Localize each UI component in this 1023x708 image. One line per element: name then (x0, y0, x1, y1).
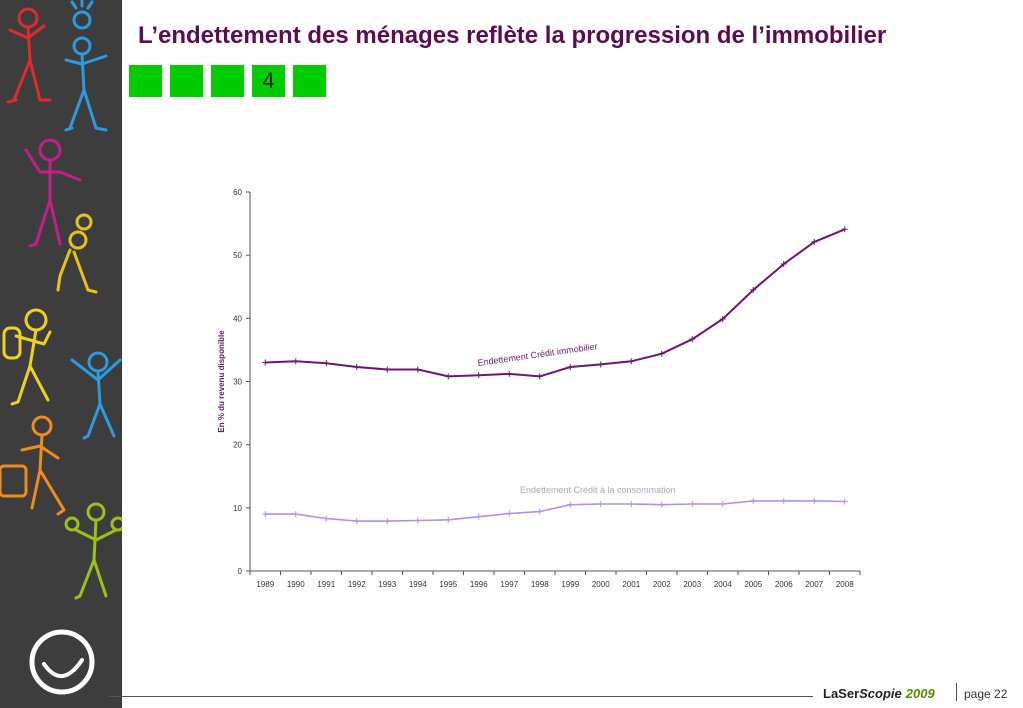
data-point (811, 238, 818, 245)
nav-box-2[interactable] (170, 65, 203, 97)
y-tick-label: 0 (238, 567, 243, 576)
data-point (475, 513, 482, 520)
data-point (597, 501, 604, 508)
data-point (628, 358, 635, 365)
x-tick-label: 1996 (470, 580, 488, 589)
footer-separator (956, 683, 957, 701)
data-point (719, 501, 726, 508)
x-tick-label: 2008 (836, 580, 854, 589)
data-point (262, 511, 269, 518)
data-point (445, 373, 452, 380)
data-point (841, 498, 848, 505)
x-tick-label: 1997 (500, 580, 518, 589)
nav-box-4-current[interactable]: 4 (252, 65, 285, 97)
data-point (811, 497, 818, 504)
data-point (353, 518, 360, 525)
sidebar-illustration (0, 0, 122, 708)
y-tick-label: 50 (233, 251, 242, 260)
data-point (536, 508, 543, 515)
data-point (689, 336, 696, 343)
page-number: page 22 (964, 687, 1008, 701)
y-axis-label: En % du revenu disponible (217, 330, 226, 433)
series-label-2: Endettement Crédit à la consommation (520, 485, 676, 495)
data-point (506, 370, 513, 377)
data-point (658, 501, 665, 508)
data-point (597, 361, 604, 368)
data-point (719, 315, 726, 322)
data-point (414, 517, 421, 524)
series-line-2 (265, 500, 845, 522)
data-point (445, 516, 452, 523)
data-point (567, 363, 574, 370)
x-tick-label: 1992 (348, 580, 366, 589)
x-tick-label: 1993 (378, 580, 396, 589)
y-tick-label: 30 (233, 378, 242, 387)
x-tick-label: 2002 (653, 580, 671, 589)
x-tick-label: 1991 (317, 580, 335, 589)
x-tick-label: 2005 (744, 580, 762, 589)
nav-box-1[interactable] (129, 65, 162, 97)
x-tick-label: 2007 (805, 580, 823, 589)
slide-nav: 4 (129, 65, 326, 97)
x-tick-label: 2003 (683, 580, 701, 589)
data-point (323, 515, 330, 522)
data-point (780, 497, 787, 504)
y-tick-label: 40 (233, 314, 242, 323)
stick-figures-illustration (0, 0, 122, 695)
data-point (384, 366, 391, 373)
x-tick-label: 1998 (531, 580, 549, 589)
data-point (750, 497, 757, 504)
x-tick-label: 2001 (622, 580, 640, 589)
brand-scopie: Scopie (859, 686, 902, 701)
debt-line-chart: 0 10 20 30 40 50 60 1989 1990 1991 1992 1993 1994 199… (217, 188, 861, 589)
data-point (414, 366, 421, 373)
x-tick-label: 1994 (409, 580, 427, 589)
data-point (780, 261, 787, 268)
data-point (628, 501, 635, 508)
x-tick-label: 1989 (256, 580, 274, 589)
x-tick-label: 1990 (287, 580, 305, 589)
series-label-1: Endettement Crédit immobilier (477, 341, 598, 368)
brand-laser: LaSer (823, 686, 860, 701)
x-tick-label: 2004 (714, 580, 732, 589)
series-line-1 (265, 228, 846, 378)
data-point (536, 373, 543, 380)
x-tick-label: 1995 (439, 580, 457, 589)
data-point (658, 350, 665, 357)
y-tick-label: 60 (233, 188, 242, 197)
data-point (353, 363, 360, 370)
data-point (841, 226, 848, 233)
data-point (567, 501, 574, 508)
brand-year: 2009 (905, 686, 935, 701)
data-point (292, 358, 299, 365)
footer-brand: LaSerScopie 2009 (823, 686, 935, 701)
data-point (323, 360, 330, 367)
data-point (750, 286, 757, 293)
x-tick-label: 1999 (561, 580, 579, 589)
footer-divider (108, 696, 813, 697)
data-point (292, 511, 299, 518)
nav-box-5[interactable] (293, 65, 326, 97)
data-point (689, 501, 696, 508)
page-title: L’endettement des ménages reflète la pro… (138, 22, 887, 49)
nav-box-3[interactable] (211, 65, 244, 97)
y-tick-label: 20 (233, 441, 242, 450)
data-point (506, 510, 513, 517)
y-tick-label: 10 (233, 504, 242, 513)
data-point (475, 372, 482, 379)
x-tick-label: 2000 (592, 580, 610, 589)
data-point (262, 359, 269, 366)
x-tick-label: 2006 (775, 580, 793, 589)
data-point (384, 518, 391, 525)
